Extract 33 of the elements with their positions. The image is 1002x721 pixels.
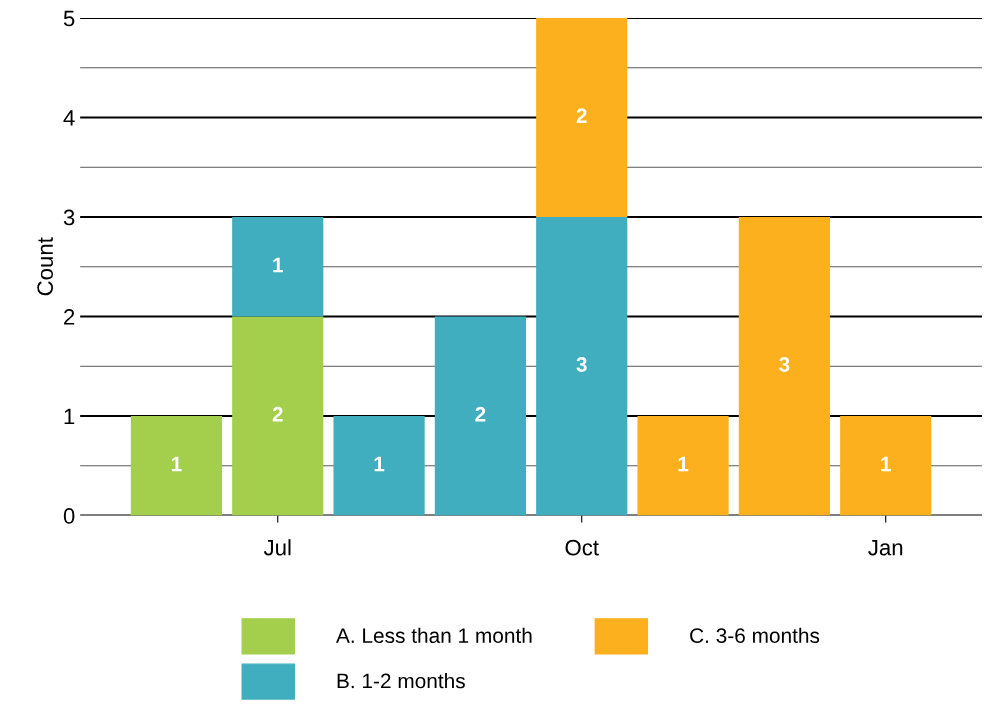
data-label: 3 xyxy=(576,357,587,372)
bar xyxy=(232,217,324,317)
x-tick-label: Jan xyxy=(868,539,903,556)
data-label: 3 xyxy=(779,357,790,372)
x-tick-label: Oct xyxy=(565,539,599,556)
y-tick-label: 3 xyxy=(63,209,75,226)
y-tick-label: 1 xyxy=(64,408,75,425)
legend-label: B. 1-2 months xyxy=(337,673,465,689)
data-label: 2 xyxy=(475,406,486,422)
bar xyxy=(434,316,526,516)
y-axis-title: Count xyxy=(37,237,53,296)
bar xyxy=(333,416,425,516)
data-label: 1 xyxy=(374,456,385,472)
bar xyxy=(637,416,729,516)
bar xyxy=(232,316,324,516)
x-tick-label: Jul xyxy=(263,539,291,556)
y-tick-label: 0 xyxy=(63,508,75,524)
data-label: 1 xyxy=(273,257,283,273)
y-tick-label: 5 xyxy=(63,10,75,27)
bar xyxy=(536,217,628,516)
bar xyxy=(536,18,628,218)
data-label: 2 xyxy=(576,108,587,123)
legend-label: A. Less than 1 month xyxy=(336,627,532,643)
bar xyxy=(130,416,223,516)
bar xyxy=(840,416,932,516)
y-tick-label: 4 xyxy=(63,110,75,126)
data-label: 1 xyxy=(881,456,891,472)
y-tick-label: 2 xyxy=(64,309,75,325)
data-label: 1 xyxy=(678,456,689,472)
data-label: 2 xyxy=(272,406,283,422)
bar xyxy=(738,217,830,516)
data-label: 1 xyxy=(171,456,182,472)
legend-label: C. 3-6 months xyxy=(690,627,820,643)
